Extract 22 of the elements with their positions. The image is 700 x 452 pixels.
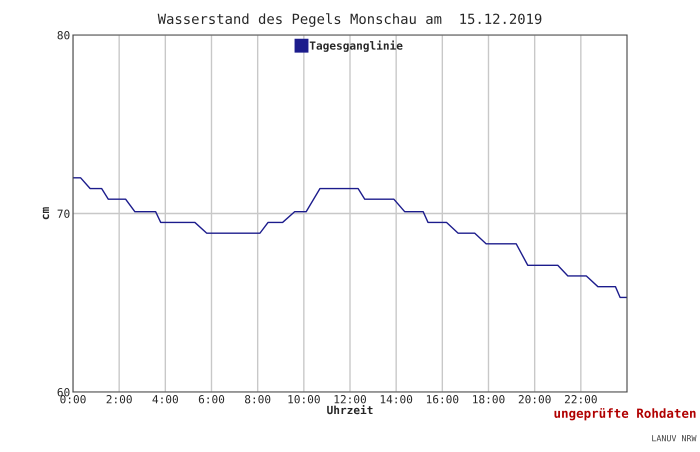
x-tick-label: 12:00 xyxy=(334,395,366,404)
x-tick-label: 22:00 xyxy=(564,395,597,404)
x-tick-label: 10:00 xyxy=(288,395,320,404)
x-tick-label: 6:00 xyxy=(198,395,224,404)
x-tick-label: 8:00 xyxy=(245,395,270,404)
x-tick-label: 2:00 xyxy=(106,395,132,404)
y-axis-title: cm xyxy=(42,207,50,220)
x-axis-title: Uhrzeit xyxy=(327,405,373,414)
x-tick-label: 14:00 xyxy=(380,395,412,404)
text: LANUV NRW xyxy=(652,435,696,442)
y-tick-label: 70 xyxy=(58,210,70,218)
x-tick-label: 0:00 xyxy=(60,395,86,404)
y-tick-label: 60 xyxy=(58,388,70,396)
y-tick-label: 80 xyxy=(58,31,70,40)
x-tick-label: 20:00 xyxy=(518,395,551,404)
x-tick-label: 16:00 xyxy=(426,395,458,404)
text: ungeprüfte Rohdaten xyxy=(554,408,696,420)
chart-title: Wasserstand des Pegels Monschau am 15.12.2019 xyxy=(158,13,542,27)
legend-label: Tagesganglinie xyxy=(310,40,402,52)
line-series xyxy=(73,177,627,298)
x-tick-label: 18:00 xyxy=(473,395,505,404)
x-tick-label: 4:00 xyxy=(152,395,178,404)
